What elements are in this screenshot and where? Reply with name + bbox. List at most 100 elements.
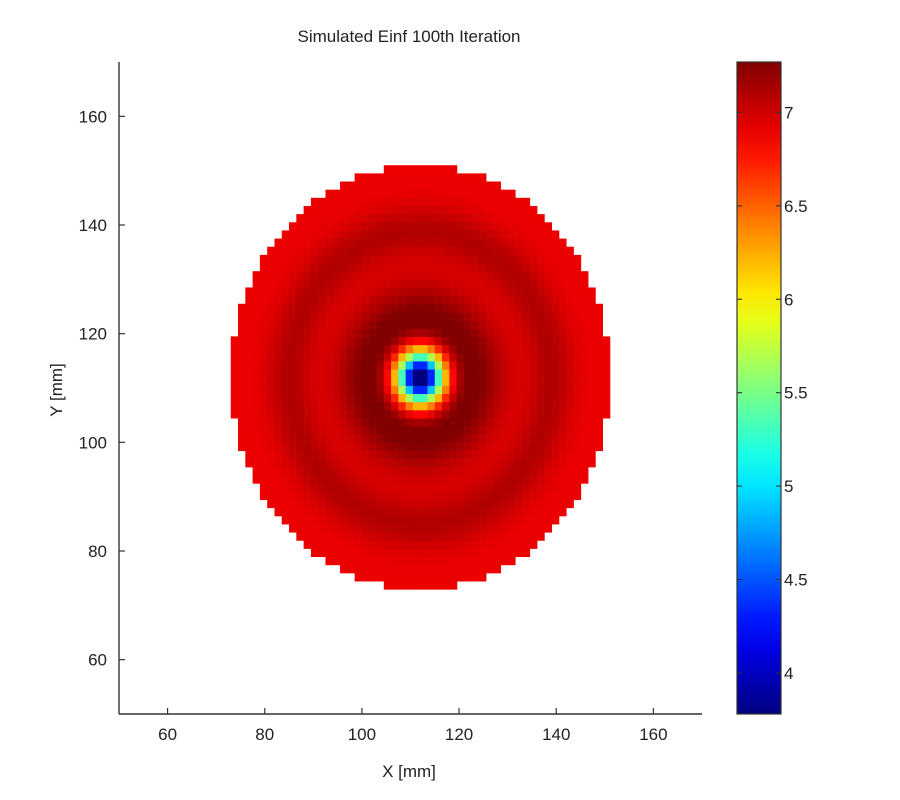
heatmap-cell: [325, 246, 334, 256]
heatmap-cell: [558, 368, 567, 378]
heatmap-cell: [412, 181, 421, 191]
heatmap-cell: [398, 507, 407, 517]
heatmap-cell: [318, 499, 327, 509]
heatmap-cell: [405, 580, 414, 590]
heatmap-cell: [478, 426, 487, 435]
heatmap-cell: [471, 222, 480, 232]
heatmap-cell: [478, 238, 487, 248]
heatmap-cell: [573, 393, 582, 403]
heatmap-cell: [238, 344, 246, 354]
heatmap-cell: [507, 450, 516, 460]
heatmap-cell: [558, 320, 567, 329]
heatmap-cell: [376, 181, 385, 191]
heatmap-cell: [267, 336, 276, 346]
heatmap-cell: [522, 197, 531, 207]
heatmap-cell: [544, 254, 552, 264]
heatmap-cell: [391, 466, 399, 476]
heatmap-cell: [398, 189, 407, 199]
heatmap-cell: [412, 523, 421, 533]
heatmap-cell: [347, 377, 356, 386]
heatmap-cell: [391, 230, 399, 240]
heatmap-cell: [595, 311, 604, 321]
heatmap-cell: [325, 401, 334, 411]
heatmap-cell: [573, 466, 582, 476]
heatmap-cell: [391, 246, 399, 256]
heatmap-cell: [296, 230, 305, 240]
heatmap-cell: [318, 287, 327, 297]
heatmap-cell: [602, 393, 611, 403]
heatmap-cell: [405, 214, 414, 223]
heatmap-cell: [376, 434, 385, 443]
heatmap-cell: [369, 393, 378, 403]
heatmap-cell: [565, 491, 574, 500]
heatmap-cell: [514, 311, 523, 321]
heatmap-cell: [252, 320, 261, 329]
heatmap-cell: [398, 254, 407, 264]
heatmap-cell: [536, 320, 545, 329]
heatmap-cell: [354, 450, 363, 460]
heatmap-cell: [485, 263, 494, 272]
heatmap-cell: [259, 377, 268, 386]
heatmap-cell: [361, 548, 370, 558]
heatmap-cell: [493, 556, 501, 566]
heatmap-cell: [361, 499, 370, 509]
heatmap-cell: [434, 385, 443, 395]
heatmap-cell: [427, 320, 436, 329]
heatmap-cell: [493, 523, 501, 533]
heatmap-cell: [267, 450, 276, 460]
heatmap-cell: [361, 336, 370, 346]
heatmap-cell: [529, 417, 538, 427]
heatmap-cell: [536, 263, 545, 272]
heatmap-cell: [478, 385, 487, 395]
heatmap-cell: [412, 426, 421, 435]
heatmap-cell: [310, 499, 319, 509]
heatmap-cell: [412, 401, 421, 411]
heatmap-cell: [580, 328, 589, 337]
heatmap-cell: [420, 409, 429, 419]
heatmap-cell: [289, 466, 297, 476]
heatmap-cell: [442, 205, 450, 215]
heatmap-cell: [420, 205, 429, 215]
heatmap-cell: [442, 230, 450, 240]
heatmap-cell: [230, 344, 239, 354]
heatmap-cell: [281, 434, 290, 443]
heatmap-cell: [434, 466, 443, 476]
heatmap-cell: [551, 246, 560, 256]
heatmap-cell: [463, 320, 472, 329]
heatmap-cell: [536, 287, 545, 297]
heatmap-cell: [507, 540, 516, 549]
heatmap-cell: [347, 336, 356, 346]
heatmap-cell: [544, 311, 552, 321]
heatmap-cell: [318, 205, 327, 215]
heatmap-cell: [442, 393, 450, 403]
heatmap-cell: [478, 205, 487, 215]
heatmap-cell: [514, 401, 523, 411]
heatmap-cell: [514, 523, 523, 533]
heatmap-cell: [340, 197, 348, 207]
heatmap-cell: [420, 181, 429, 191]
heatmap-cell: [456, 173, 465, 183]
heatmap-cell: [514, 426, 523, 435]
heatmap-cell: [369, 173, 378, 183]
heatmap-cell: [602, 401, 611, 411]
heatmap-cell: [471, 336, 480, 346]
heatmap-cell: [478, 556, 487, 566]
heatmap-cell: [318, 328, 327, 337]
heatmap-cell: [580, 450, 589, 460]
heatmap-cell: [434, 311, 443, 321]
heatmap-cell: [405, 491, 414, 500]
heatmap-cell: [405, 271, 414, 280]
heatmap-cell: [238, 417, 246, 427]
heatmap-cell: [500, 483, 509, 492]
heatmap-cell: [442, 181, 450, 191]
heatmap-cell: [573, 352, 582, 362]
heatmap-cell: [391, 352, 399, 362]
heatmap-cell: [573, 271, 582, 280]
heatmap-cell: [332, 466, 341, 476]
heatmap-cell: [412, 328, 421, 337]
heatmap-cell: [310, 483, 319, 492]
heatmap-cell: [507, 377, 516, 386]
heatmap-cell: [398, 434, 407, 443]
heatmap-cell: [310, 417, 319, 427]
heatmap-cell: [296, 368, 305, 378]
